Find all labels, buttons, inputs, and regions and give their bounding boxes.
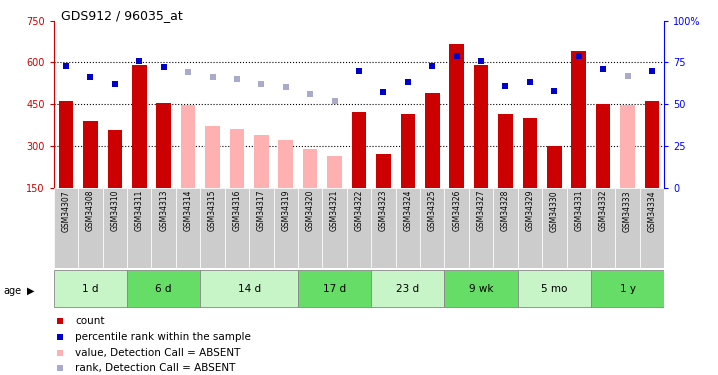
Text: GSM34308: GSM34308 — [86, 190, 95, 231]
Text: GSM34329: GSM34329 — [526, 190, 534, 231]
Bar — [444, 188, 469, 268]
Text: percentile rank within the sample: percentile rank within the sample — [75, 332, 251, 342]
Bar — [157, 103, 171, 188]
Text: 1 y: 1 y — [620, 284, 635, 294]
Bar — [498, 114, 513, 188]
Bar — [274, 188, 298, 268]
Text: GSM34332: GSM34332 — [599, 190, 607, 231]
Bar — [103, 188, 127, 268]
Text: GSM34324: GSM34324 — [404, 190, 412, 231]
Text: 14 d: 14 d — [238, 284, 261, 294]
Bar — [371, 188, 396, 268]
Bar — [572, 51, 586, 188]
Text: GSM34326: GSM34326 — [452, 190, 461, 231]
Text: GSM34331: GSM34331 — [574, 190, 583, 231]
Bar — [518, 188, 542, 268]
Text: age: age — [4, 286, 22, 296]
Text: GSM34322: GSM34322 — [355, 190, 363, 231]
Text: GSM34330: GSM34330 — [550, 190, 559, 231]
Bar — [523, 118, 537, 188]
Bar — [54, 188, 78, 268]
Bar — [591, 188, 615, 268]
Bar — [493, 188, 518, 268]
Bar — [127, 270, 200, 308]
Bar — [469, 188, 493, 268]
Text: GSM34311: GSM34311 — [135, 190, 144, 231]
Text: GSM34315: GSM34315 — [208, 190, 217, 231]
Bar — [396, 188, 420, 268]
Bar — [200, 188, 225, 268]
Text: GSM34328: GSM34328 — [501, 190, 510, 231]
Bar — [298, 188, 322, 268]
Text: GSM34317: GSM34317 — [257, 190, 266, 231]
Bar — [615, 188, 640, 268]
Text: GSM34320: GSM34320 — [306, 190, 314, 231]
Text: GSM34325: GSM34325 — [428, 190, 437, 231]
Bar — [151, 188, 176, 268]
Bar — [620, 105, 635, 188]
Text: GSM34316: GSM34316 — [233, 190, 241, 231]
Bar — [352, 112, 366, 188]
Bar — [59, 101, 73, 188]
Bar — [645, 101, 659, 188]
Bar — [176, 188, 200, 268]
Text: 1 d: 1 d — [83, 284, 98, 294]
Text: 9 wk: 9 wk — [469, 284, 493, 294]
Text: ▶: ▶ — [27, 286, 34, 296]
Bar — [327, 156, 342, 188]
Bar — [425, 93, 439, 188]
Text: value, Detection Call = ABSENT: value, Detection Call = ABSENT — [75, 348, 241, 358]
Bar — [420, 188, 444, 268]
Bar — [200, 270, 298, 308]
Bar — [371, 270, 444, 308]
Bar — [249, 188, 274, 268]
Text: GSM34314: GSM34314 — [184, 190, 192, 231]
Text: GSM34319: GSM34319 — [281, 190, 290, 231]
Text: GSM34323: GSM34323 — [379, 190, 388, 231]
Text: 5 mo: 5 mo — [541, 284, 567, 294]
Text: GSM34327: GSM34327 — [477, 190, 485, 231]
Text: GSM34333: GSM34333 — [623, 190, 632, 231]
Bar — [303, 148, 317, 188]
Text: GSM34313: GSM34313 — [159, 190, 168, 231]
Bar — [444, 270, 518, 308]
Bar — [127, 188, 151, 268]
Text: GSM34307: GSM34307 — [62, 190, 70, 231]
Bar — [254, 135, 269, 188]
Bar — [474, 65, 488, 188]
Bar — [205, 126, 220, 188]
Bar — [132, 65, 146, 188]
Bar — [347, 188, 371, 268]
Bar — [83, 121, 98, 188]
Bar — [108, 130, 122, 188]
Bar — [181, 105, 195, 188]
Bar — [518, 270, 591, 308]
Bar — [401, 114, 415, 188]
Bar — [547, 146, 561, 188]
Text: rank, Detection Call = ABSENT: rank, Detection Call = ABSENT — [75, 363, 236, 374]
Bar — [230, 129, 244, 188]
Bar — [298, 270, 371, 308]
Bar — [449, 44, 464, 188]
Bar — [640, 188, 664, 268]
Text: 17 d: 17 d — [323, 284, 346, 294]
Bar — [567, 188, 591, 268]
Text: count: count — [75, 316, 105, 326]
Bar — [376, 154, 391, 188]
Text: GDS912 / 96035_at: GDS912 / 96035_at — [61, 9, 183, 22]
Bar — [542, 188, 567, 268]
Text: GSM34334: GSM34334 — [648, 190, 656, 231]
Bar — [54, 270, 127, 308]
Text: GSM34310: GSM34310 — [111, 190, 119, 231]
Text: GSM34321: GSM34321 — [330, 190, 339, 231]
Bar — [279, 140, 293, 188]
Bar — [225, 188, 249, 268]
Bar — [78, 188, 103, 268]
Text: 23 d: 23 d — [396, 284, 419, 294]
Bar — [596, 104, 610, 188]
Bar — [591, 270, 664, 308]
Bar — [322, 188, 347, 268]
Text: 6 d: 6 d — [156, 284, 172, 294]
